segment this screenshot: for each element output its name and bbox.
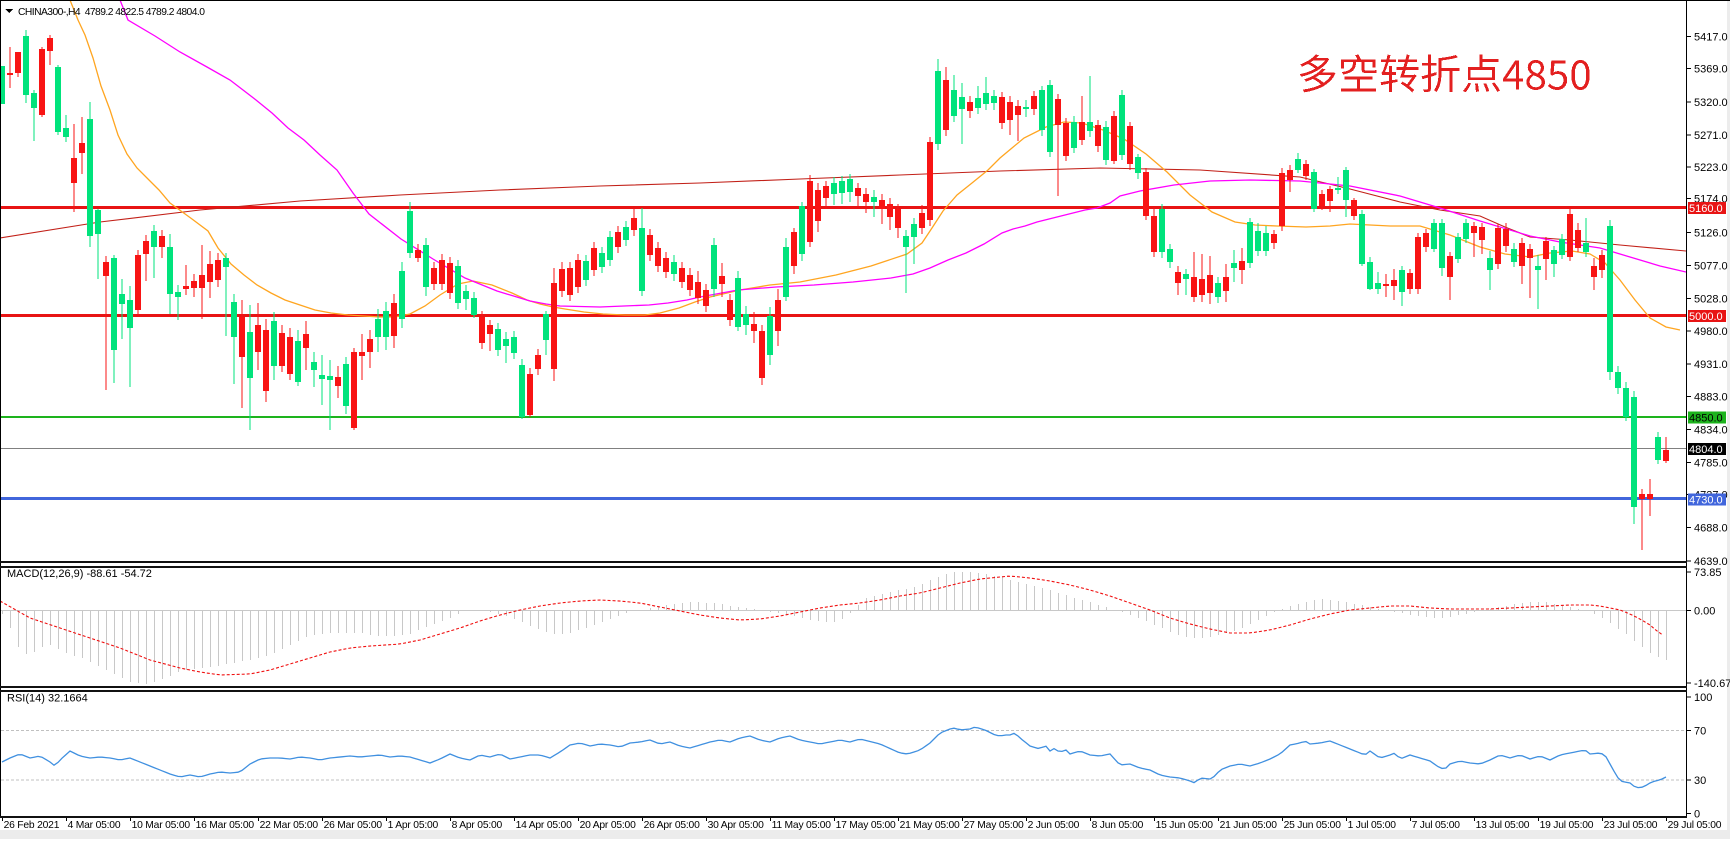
svg-text:2 Jun 05:00: 2 Jun 05:00 (1028, 820, 1080, 831)
svg-text:CHINA300-,H4 4789.2 4822.5 47: CHINA300-,H4 4789.2 4822.5 4789.2 4804.0 (18, 7, 205, 18)
svg-text:26 Apr 05:00: 26 Apr 05:00 (644, 820, 700, 831)
svg-text:1 Jul 05:00: 1 Jul 05:00 (1348, 820, 1397, 831)
svg-text:1 Apr 05:00: 1 Apr 05:00 (388, 820, 439, 831)
svg-text:5126.0: 5126.0 (1694, 228, 1728, 240)
svg-text:100: 100 (1694, 692, 1712, 704)
svg-text:4850.0: 4850.0 (1689, 413, 1723, 425)
svg-text:26 Feb 2021: 26 Feb 2021 (4, 820, 60, 831)
svg-text:70: 70 (1694, 726, 1706, 738)
svg-text:4 Mar 05:00: 4 Mar 05:00 (68, 820, 121, 831)
svg-text:4980.0: 4980.0 (1694, 326, 1728, 338)
svg-text:21 May 05:00: 21 May 05:00 (900, 820, 960, 831)
svg-text:19 Jul 05:00: 19 Jul 05:00 (1540, 820, 1594, 831)
svg-text:8 Apr 05:00: 8 Apr 05:00 (452, 820, 503, 831)
svg-text:5077.0: 5077.0 (1694, 261, 1728, 273)
svg-text:4730.0: 4730.0 (1689, 495, 1723, 507)
svg-text:RSI(14) 32.1664: RSI(14) 32.1664 (7, 693, 88, 705)
svg-text:30: 30 (1694, 775, 1706, 787)
svg-text:20 Apr 05:00: 20 Apr 05:00 (580, 820, 636, 831)
svg-text:4804.0: 4804.0 (1689, 444, 1723, 456)
svg-text:11 May 05:00: 11 May 05:00 (772, 820, 832, 831)
svg-text:0: 0 (1694, 809, 1700, 821)
svg-text:4688.0: 4688.0 (1694, 523, 1728, 535)
svg-text:0.00: 0.00 (1694, 605, 1715, 617)
svg-text:15 Jun 05:00: 15 Jun 05:00 (1156, 820, 1214, 831)
svg-text:27 May 05:00: 27 May 05:00 (964, 820, 1024, 831)
svg-text:5028.0: 5028.0 (1694, 294, 1728, 306)
svg-text:5320.0: 5320.0 (1694, 97, 1728, 109)
svg-text:4883.0: 4883.0 (1694, 391, 1728, 403)
svg-text:5271.0: 5271.0 (1694, 130, 1728, 142)
svg-text:-140.67: -140.67 (1694, 678, 1730, 690)
svg-text:4639.0: 4639.0 (1694, 556, 1728, 568)
svg-text:5417.0: 5417.0 (1694, 31, 1728, 43)
svg-text:4785.0: 4785.0 (1694, 457, 1728, 469)
svg-text:5369.0: 5369.0 (1694, 64, 1728, 76)
svg-text:5160.0: 5160.0 (1689, 203, 1723, 215)
svg-text:22 Mar 05:00: 22 Mar 05:00 (260, 820, 319, 831)
svg-text:5223.0: 5223.0 (1694, 162, 1728, 174)
svg-text:25 Jun 05:00: 25 Jun 05:00 (1284, 820, 1342, 831)
svg-text:21 Jun 05:00: 21 Jun 05:00 (1220, 820, 1278, 831)
svg-text:5000.0: 5000.0 (1689, 311, 1723, 323)
svg-text:4834.0: 4834.0 (1694, 424, 1728, 436)
svg-text:29 Jul 05:00: 29 Jul 05:00 (1668, 820, 1722, 831)
svg-text:4931.0: 4931.0 (1694, 359, 1728, 371)
svg-text:7 Jul 05:00: 7 Jul 05:00 (1412, 820, 1461, 831)
svg-text:17 May 05:00: 17 May 05:00 (836, 820, 896, 831)
svg-text:73.85: 73.85 (1694, 567, 1722, 579)
svg-text:30 Apr 05:00: 30 Apr 05:00 (708, 820, 764, 831)
svg-text:13 Jul 05:00: 13 Jul 05:00 (1476, 820, 1530, 831)
svg-text:MACD(12,26,9) -88.61 -54.72: MACD(12,26,9) -88.61 -54.72 (7, 568, 152, 580)
svg-text:26 Mar 05:00: 26 Mar 05:00 (324, 820, 383, 831)
svg-text:10 Mar 05:00: 10 Mar 05:00 (132, 820, 191, 831)
svg-text:14 Apr 05:00: 14 Apr 05:00 (516, 820, 572, 831)
svg-text:16 Mar 05:00: 16 Mar 05:00 (196, 820, 255, 831)
svg-text:8 Jun 05:00: 8 Jun 05:00 (1092, 820, 1144, 831)
svg-text:23 Jul 05:00: 23 Jul 05:00 (1604, 820, 1658, 831)
